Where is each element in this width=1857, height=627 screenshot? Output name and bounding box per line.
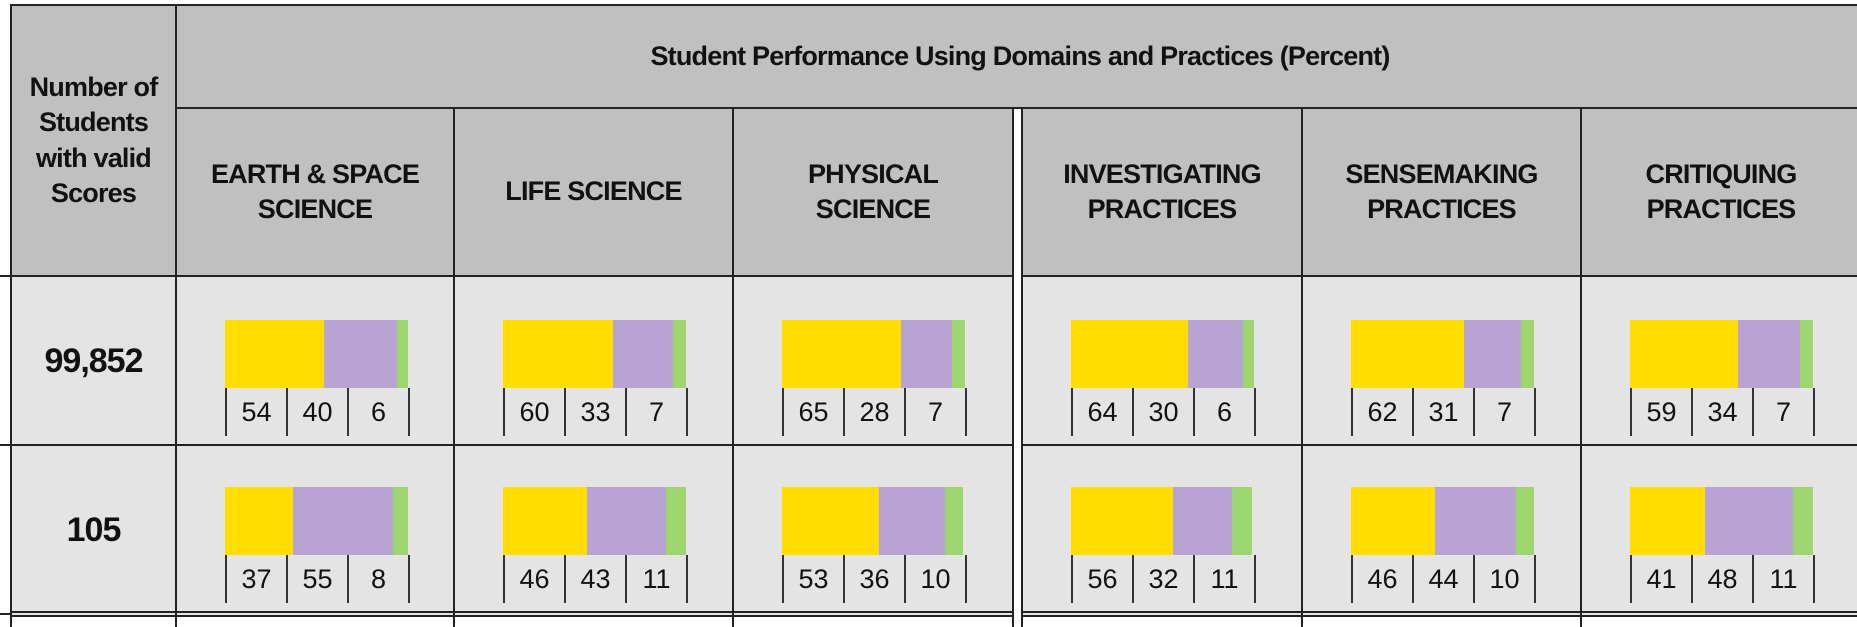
table-title: Student Performance Using Domains and Pr… <box>175 4 1857 109</box>
bar-segment <box>782 320 901 388</box>
segment-label: 8 <box>347 555 410 603</box>
segment-label: 62 <box>1351 388 1412 436</box>
column-header: CRITIQUING PRACTICES <box>1580 107 1857 277</box>
column-header: SENSEMAKING PRACTICES <box>1301 107 1582 277</box>
bar-segment <box>878 487 945 555</box>
bar-segment <box>503 487 588 555</box>
bar-segment <box>323 320 397 388</box>
segment-label: 10 <box>904 555 967 603</box>
segment-label: 7 <box>1473 388 1536 436</box>
bar-segment <box>1630 320 1738 388</box>
segment-label: 37 <box>225 555 286 603</box>
bar-segment <box>1188 320 1243 388</box>
column-header: EARTH & SPACE SCIENCE <box>175 107 455 277</box>
segment-label: 41 <box>1630 555 1691 603</box>
bar-segment <box>225 487 293 555</box>
bar-segment <box>1071 320 1189 388</box>
next-row-label <box>10 611 177 627</box>
student-count: 105 <box>10 444 177 617</box>
segment-label: 64 <box>1071 388 1132 436</box>
bar-segment <box>1243 320 1254 388</box>
bar-segment <box>1800 320 1813 388</box>
bar-segment <box>1737 320 1801 388</box>
bar-segment <box>393 487 408 555</box>
row-label-header: Number of Students with valid Scores <box>10 4 177 277</box>
segment-label: 56 <box>1071 555 1132 603</box>
bar-segment <box>1792 487 1813 555</box>
column-header: LIFE SCIENCE <box>453 107 734 277</box>
segment-label: 54 <box>225 388 286 436</box>
bar-segment <box>1232 487 1253 555</box>
segment-label: 55 <box>286 555 347 603</box>
bar-segment <box>612 320 674 388</box>
next-row-cell <box>1580 611 1857 627</box>
segment-label: 46 <box>503 555 564 603</box>
segment-label: 53 <box>782 555 843 603</box>
row-edge <box>0 444 12 446</box>
bar-segment <box>782 487 879 555</box>
segment-label: 43 <box>564 555 625 603</box>
segment-label: 11 <box>1752 555 1815 603</box>
bar-segment <box>1630 487 1706 555</box>
next-row-cell <box>1301 611 1582 627</box>
segment-label: 11 <box>625 555 688 603</box>
bar-segment <box>1435 487 1516 555</box>
bar-segment <box>900 320 953 388</box>
bar-segment <box>225 320 324 388</box>
segment-label: 6 <box>347 388 410 436</box>
column-header: PHYSICAL SCIENCE <box>732 107 1014 277</box>
segment-label: 28 <box>843 388 904 436</box>
bar-segment <box>1464 320 1522 388</box>
segment-label: 46 <box>1351 555 1412 603</box>
row-edge <box>0 613 12 615</box>
segment-label: 7 <box>625 388 688 436</box>
segment-label: 6 <box>1193 388 1256 436</box>
bar-segment <box>397 320 408 388</box>
segment-label: 36 <box>843 555 904 603</box>
bar-segment <box>1705 487 1793 555</box>
bar-segment <box>944 487 964 555</box>
segment-label: 33 <box>564 388 625 436</box>
bar-segment <box>1515 487 1534 555</box>
next-row-cell <box>175 611 455 627</box>
student-count: 99,852 <box>10 275 177 448</box>
segment-label: 60 <box>503 388 564 436</box>
segment-label: 31 <box>1412 388 1473 436</box>
bar-segment <box>1071 487 1174 555</box>
bar-segment <box>1173 487 1233 555</box>
next-row-cell <box>732 611 1014 627</box>
bar-segment <box>952 320 965 388</box>
bar-segment <box>503 320 613 388</box>
next-row-cell <box>1021 611 1303 627</box>
segment-label: 32 <box>1132 555 1193 603</box>
segment-label: 44 <box>1412 555 1473 603</box>
segment-label: 48 <box>1691 555 1752 603</box>
segment-label: 7 <box>1752 388 1815 436</box>
bar-segment <box>292 487 394 555</box>
bar-segment <box>1521 320 1534 388</box>
segment-label: 30 <box>1132 388 1193 436</box>
bar-segment <box>665 487 686 555</box>
bar-segment <box>673 320 686 388</box>
segment-label: 10 <box>1473 555 1536 603</box>
segment-label: 59 <box>1630 388 1691 436</box>
bar-segment <box>1351 320 1465 388</box>
segment-label: 40 <box>286 388 347 436</box>
bar-segment <box>1351 487 1436 555</box>
bar-segment <box>587 487 666 555</box>
segment-label: 11 <box>1193 555 1256 603</box>
segment-label: 7 <box>904 388 967 436</box>
segment-label: 34 <box>1691 388 1752 436</box>
next-row-cell <box>453 611 734 627</box>
column-header: INVESTIGATING PRACTICES <box>1021 107 1303 277</box>
row-edge <box>0 275 12 277</box>
segment-label: 65 <box>782 388 843 436</box>
